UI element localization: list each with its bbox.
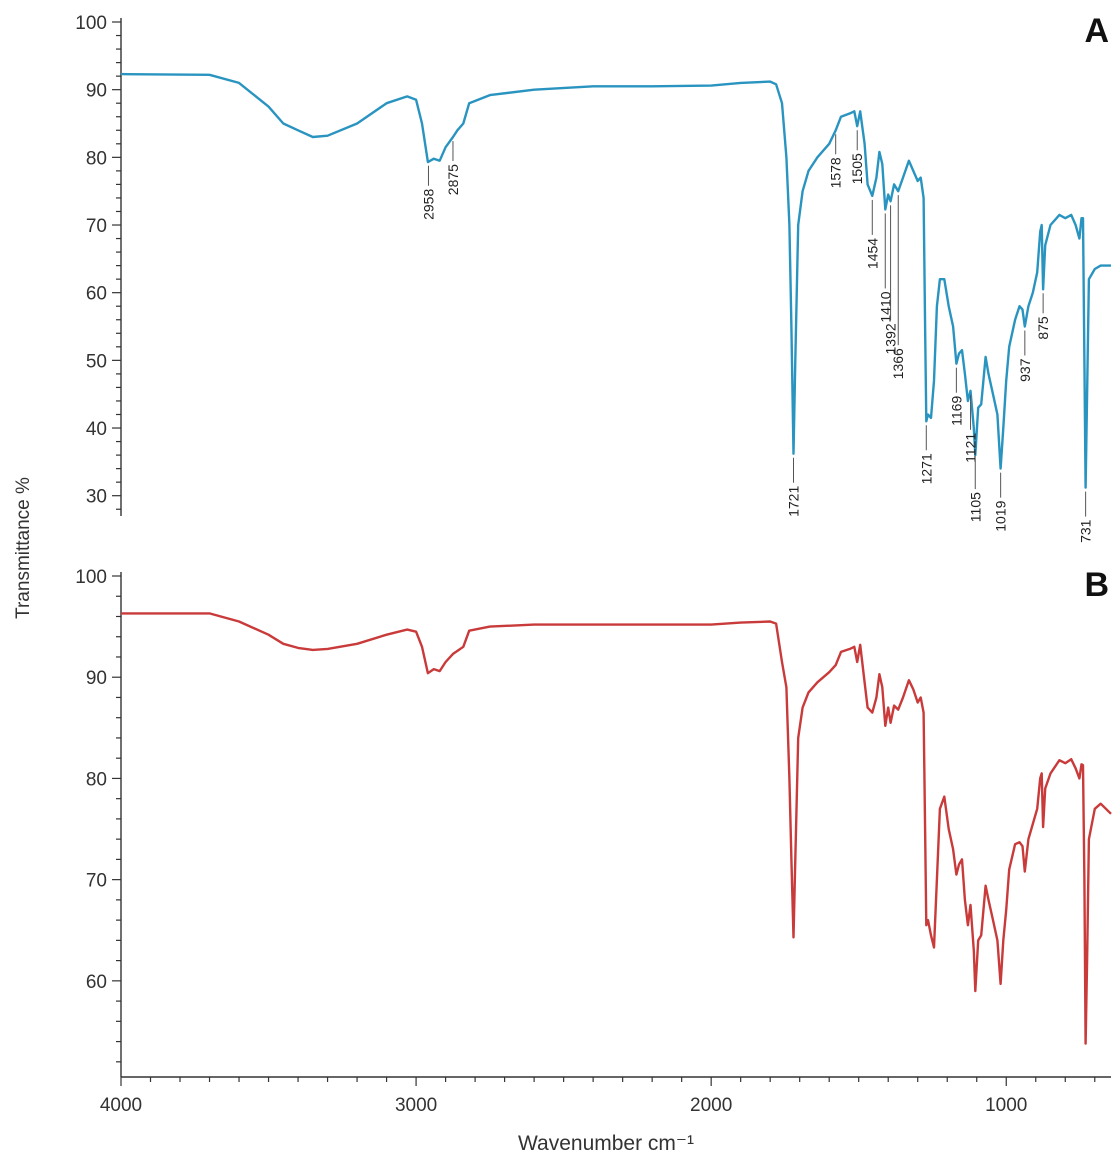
peak-label: 1505	[849, 153, 865, 184]
peak-label: 1578	[828, 157, 844, 188]
peak-label: 1019	[993, 500, 1009, 531]
y-tick-label: 40	[86, 419, 107, 440]
y-tick-label: 70	[86, 871, 107, 892]
panel-label: B	[1084, 566, 1109, 604]
y-tick-label: 90	[86, 81, 107, 102]
y-tick-label: 80	[86, 769, 107, 790]
y-tick-label: 80	[86, 148, 107, 169]
peak-label: 1366	[890, 348, 906, 379]
x-axis-title: Wavenumber cm⁻¹	[518, 1132, 694, 1155]
x-tick-label: 4000	[100, 1095, 142, 1116]
peak-label: 2875	[445, 164, 461, 195]
spectrum-line	[120, 72, 1111, 489]
y-tick-label: 60	[86, 284, 107, 305]
y-tick-label: 100	[75, 567, 107, 588]
x-tick-label: 1000	[985, 1095, 1027, 1116]
peak-label: 1169	[948, 396, 964, 426]
spectrum-line	[121, 612, 1112, 1045]
y-tick-label: 30	[86, 487, 107, 508]
x-tick-label: 2000	[690, 1095, 732, 1116]
peak-label: 1454	[864, 238, 880, 269]
peak-label: 937	[1017, 358, 1033, 382]
x-tick-label: 3000	[395, 1095, 437, 1116]
peak-label: 1721	[785, 486, 801, 517]
peak-label: 1410	[877, 291, 893, 322]
y-tick-label: 60	[86, 972, 107, 993]
y-tick-label: 50	[86, 351, 107, 372]
y-axis-title: Transmittance %	[13, 477, 34, 619]
peak-label: 1271	[918, 453, 934, 484]
y-tick-label: 90	[86, 668, 107, 689]
peak-label: 1121	[963, 433, 979, 463]
peak-label: 1105	[967, 492, 983, 522]
y-tick-label: 70	[86, 216, 107, 237]
peak-label: 2958	[420, 189, 436, 220]
peak-label: 731	[1078, 519, 1094, 543]
peak-label: 875	[1035, 316, 1051, 340]
panel-label: A	[1084, 12, 1109, 50]
y-tick-label: 100	[75, 13, 107, 34]
peak-label: 1392	[883, 323, 899, 354]
